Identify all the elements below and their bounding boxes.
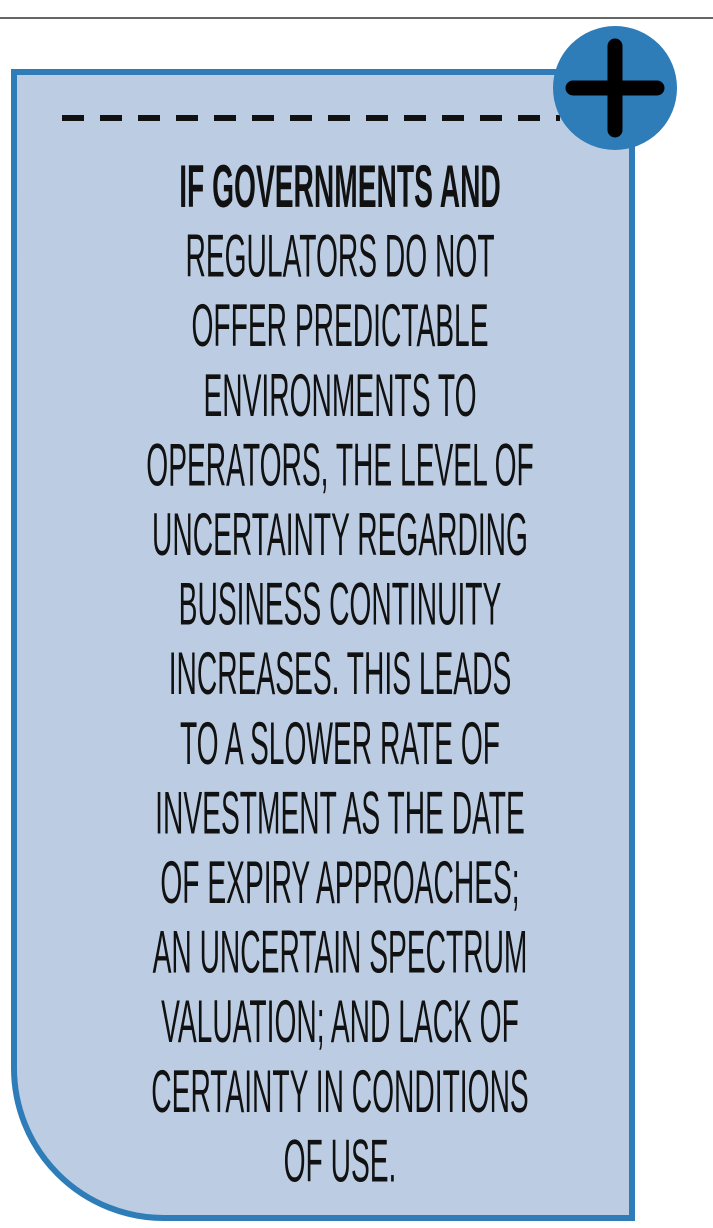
body-line: AN UNCERTAIN SPECTRUM (153, 919, 528, 986)
body-line: INVESTMENT AS THE DATE (155, 780, 525, 847)
body-line: ENVIRONMENTS TO (203, 362, 476, 429)
body-line: REGULATORS DO NOT (185, 223, 494, 290)
body-line: INCREASES. THIS LEADS (169, 640, 512, 707)
body-line: TO A SLOWER RATE OF (180, 710, 500, 777)
body-line: UNCERTAINTY REGARDING (152, 501, 528, 568)
callout-card (11, 69, 635, 1221)
lead-line: IF GOVERNMENTS AND (179, 153, 501, 220)
body-line: OFFER PREDICTABLE (191, 292, 488, 359)
body-line: OF EXPIRY APPROACHES; (160, 849, 519, 916)
body-line: BUSINESS CONTINUITY (179, 571, 502, 638)
body-line: OPERATORS, THE LEVEL OF (146, 432, 533, 499)
body-line: CERTAINTY IN CONDITIONS (151, 1058, 528, 1125)
body-line: OF USE. (284, 1128, 397, 1195)
body-line: VALUATION; AND LACK OF (161, 988, 519, 1055)
